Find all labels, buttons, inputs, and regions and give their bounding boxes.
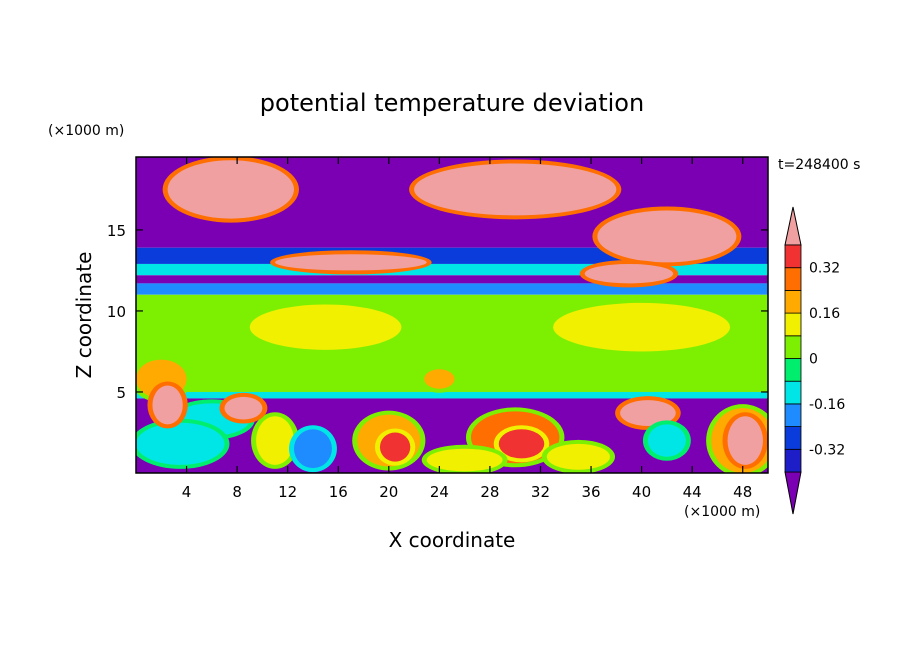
x-tick-label: 4 xyxy=(182,483,192,501)
y-tick-label: 10 xyxy=(107,303,126,321)
field-band xyxy=(136,283,768,295)
colorbar-segment xyxy=(784,380,802,405)
colorbar: 0.32 0.16 0 -0.16 -0.32 xyxy=(784,206,845,515)
colorbar-extend-top xyxy=(784,206,802,246)
plot-area xyxy=(136,157,768,473)
field-cell xyxy=(620,400,676,427)
y-tick-label: 15 xyxy=(107,222,126,240)
field-band xyxy=(136,263,768,276)
field-cell xyxy=(584,263,674,284)
field-cell xyxy=(256,416,294,465)
colorbar-segment xyxy=(784,335,802,359)
chart-title: potential temperature deviation xyxy=(260,89,644,117)
x-tick-label: 24 xyxy=(430,483,449,501)
y-axis-label: Z coordinate xyxy=(72,252,96,379)
x-tick-label: 16 xyxy=(329,483,348,501)
colorbar-segment xyxy=(784,267,802,291)
y-tick-label: 5 xyxy=(116,384,126,402)
field-cell xyxy=(249,304,402,350)
colorbar-label: 0.16 xyxy=(809,306,840,322)
x-axis-label: X coordinate xyxy=(389,528,516,552)
colorbar-segment xyxy=(784,448,802,473)
field-cell xyxy=(275,254,427,271)
axis-ticks xyxy=(136,157,768,473)
x-unit-label: (×1000 m) xyxy=(684,504,760,520)
field-cell xyxy=(727,416,763,465)
y-unit-label: (×1000 m) xyxy=(48,123,124,139)
colorbar-segment xyxy=(784,426,802,450)
field-cell xyxy=(546,443,611,470)
x-tick-label: 8 xyxy=(232,483,242,501)
x-tick-label: 12 xyxy=(278,483,297,501)
x-tick-label: 28 xyxy=(480,483,499,501)
x-tick-labels: 4 8 12 16 20 24 28 32 36 40 44 48 xyxy=(182,483,752,501)
x-tick-label: 20 xyxy=(379,483,398,501)
colorbar-label: 0.32 xyxy=(809,261,840,277)
colorbar-extend-bottom xyxy=(784,471,802,515)
field-cell xyxy=(553,302,731,352)
field-cell xyxy=(498,429,545,459)
colorbar-label: -0.32 xyxy=(809,442,845,458)
x-tick-label: 48 xyxy=(733,483,752,501)
y-tick-labels: 5 10 15 xyxy=(107,222,126,402)
colorbar-segment xyxy=(784,289,802,314)
colorbar-label: 0 xyxy=(809,352,818,368)
colorbar-segment xyxy=(784,312,802,337)
colorbar-segment xyxy=(784,244,802,269)
colorbar-segment xyxy=(784,403,802,427)
field-cell xyxy=(167,160,294,219)
x-tick-label: 36 xyxy=(581,483,600,501)
field-cell xyxy=(597,210,737,263)
field-cell xyxy=(294,429,332,469)
field-cell xyxy=(136,422,225,465)
field-cell xyxy=(379,432,411,462)
field-cell xyxy=(152,385,183,425)
field-cell xyxy=(224,396,263,420)
field-cell xyxy=(426,448,503,472)
colorbar-label: -0.16 xyxy=(809,397,845,413)
field-band xyxy=(136,391,768,399)
field-cell xyxy=(647,424,686,457)
x-tick-label: 40 xyxy=(632,483,651,501)
colorbar-segment xyxy=(784,358,802,382)
field-cell xyxy=(414,163,617,216)
x-tick-label: 32 xyxy=(531,483,550,501)
field-band xyxy=(136,275,768,284)
x-tick-label: 44 xyxy=(683,483,702,501)
plot-frame xyxy=(135,156,769,474)
field-cell xyxy=(424,369,455,389)
time-label: t=248400 s xyxy=(778,157,860,173)
